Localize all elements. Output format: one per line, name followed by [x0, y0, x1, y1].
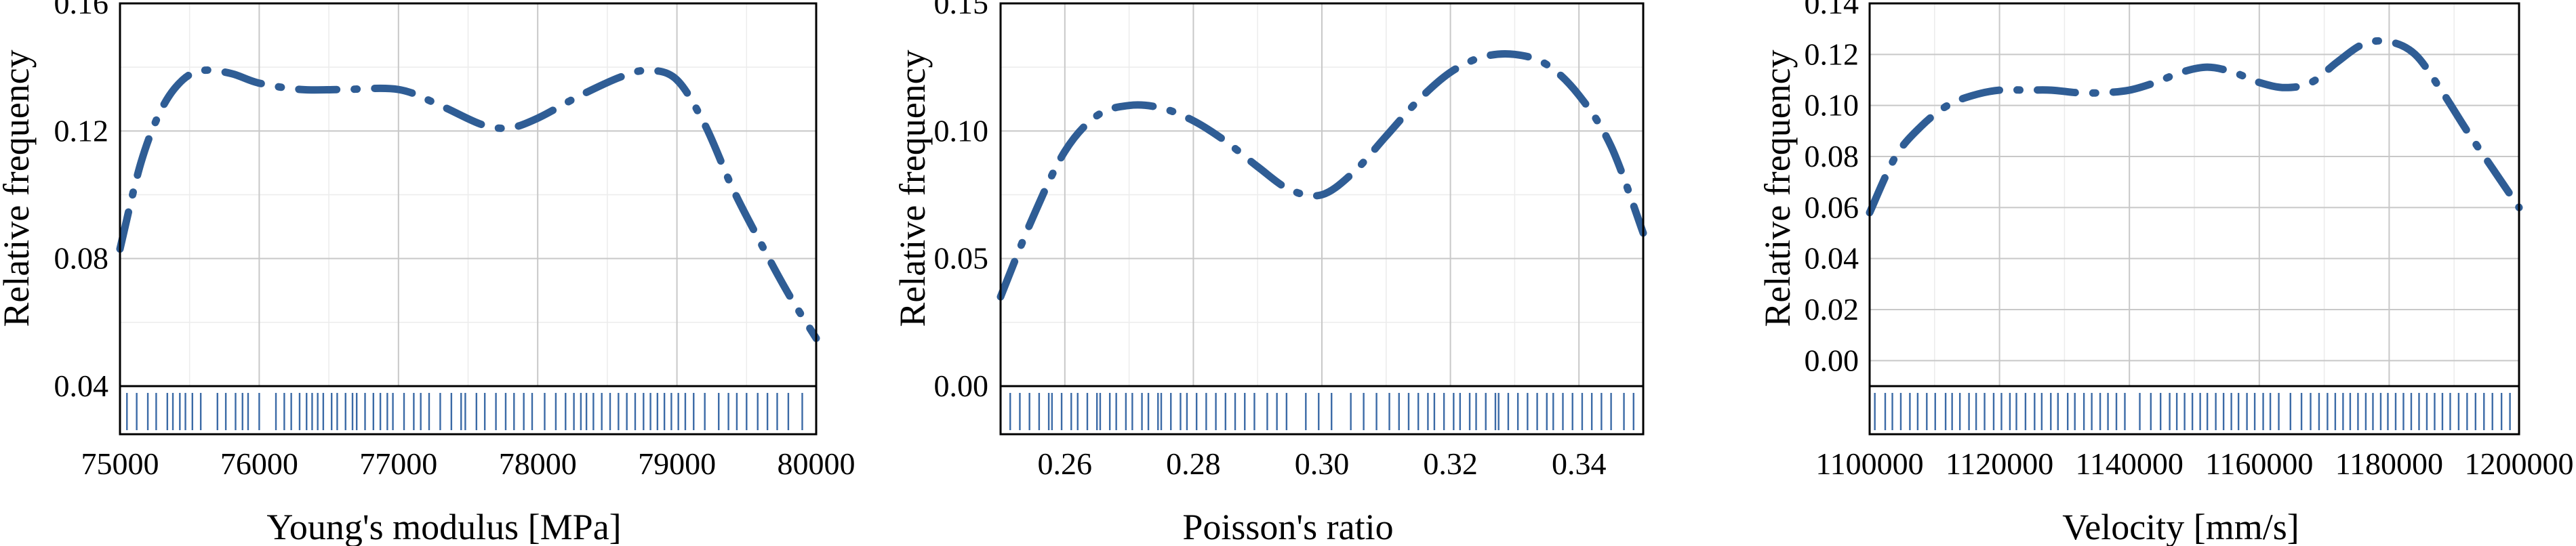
density-curve [997, 50, 1647, 301]
x-axis-label: Young's modulus [MPa] [266, 507, 621, 546]
x-tick-label: 0.26 [1038, 446, 1093, 481]
axes-frame [999, 2, 1645, 436]
x-tick-label: 77000 [359, 446, 437, 481]
tick-labels: 0.04 0.08 0.12 0.16 75000 76000 77000 78000 7900… [54, 0, 856, 481]
grid [1870, 3, 2519, 386]
x-axis-label: Poisson's ratio [1182, 507, 1393, 546]
rug-plot [1874, 393, 2511, 430]
y-tick-label: 0.05 [934, 241, 989, 276]
y-tick-label: 0.10 [1805, 88, 1859, 123]
x-tick-label: 76000 [220, 446, 298, 481]
y-tick-label: 0.00 [1805, 343, 1859, 377]
rug-plot [126, 393, 803, 430]
grid [1000, 3, 1644, 386]
y-tick-label: 0.06 [1805, 190, 1859, 224]
axes-frame [119, 2, 818, 436]
y-tick-label: 0.00 [934, 369, 989, 403]
panel-poissons-ratio: 0.00 0.05 0.10 0.15 0.26 0.28 0.30 0.32 0.34 Poi… [892, 0, 1647, 546]
x-tick-label: 75000 [81, 446, 159, 481]
tick-labels: 0.00 0.05 0.10 0.15 0.26 0.28 0.30 0.32 0.34 [934, 0, 1607, 481]
x-tick-label: 0.34 [1552, 446, 1607, 481]
y-axis-label: Relative frequency [892, 49, 933, 327]
y-tick-label: 0.10 [934, 113, 989, 148]
density-curve [116, 66, 820, 342]
y-tick-label: 0.04 [54, 369, 109, 403]
y-tick-label: 0.08 [1805, 139, 1859, 173]
y-tick-label: 0.15 [934, 0, 989, 20]
x-tick-label: 78000 [499, 446, 577, 481]
x-tick-label: 79000 [638, 446, 716, 481]
y-axis-label: Relative frequency [1757, 49, 1798, 327]
x-tick-label: 0.32 [1423, 446, 1478, 481]
y-tick-label: 0.02 [1805, 292, 1859, 327]
tick-labels: 0.00 0.02 0.04 0.06 0.08 0.10 0.12 0.14 1100000 1… [1805, 0, 2574, 481]
y-axis-label: Relative frequency [0, 49, 37, 327]
x-tick-label: 1140000 [2076, 446, 2183, 481]
panel-velocity: 0.00 0.02 0.04 0.06 0.08 0.10 0.12 0.14 1100000 1… [1757, 0, 2574, 546]
grid [120, 3, 816, 386]
x-tick-label: 80000 [778, 446, 856, 481]
y-tick-label: 0.04 [1805, 241, 1859, 276]
plot-frame [1868, 2, 2520, 436]
y-tick-label: 0.12 [1805, 37, 1859, 71]
plot-frame [119, 2, 818, 436]
x-axis-label: Velocity [mm/s] [2062, 507, 2299, 546]
y-tick-label: 0.12 [54, 113, 109, 148]
axes-frame [1868, 2, 2520, 436]
x-tick-label: 1120000 [1946, 446, 2053, 481]
x-tick-label: 0.28 [1166, 446, 1221, 481]
x-tick-label: 1160000 [2205, 446, 2313, 481]
x-tick-label: 1200000 [2465, 446, 2574, 481]
y-tick-label: 0.08 [54, 241, 109, 276]
x-tick-label: 0.30 [1295, 446, 1350, 481]
panel-youngs-modulus: 0.04 0.08 0.12 0.16 75000 76000 77000 78000 7900… [0, 0, 856, 546]
y-tick-label: 0.16 [54, 0, 109, 20]
x-tick-label: 1100000 [1815, 446, 1923, 481]
rug-plot [1009, 393, 1634, 430]
y-tick-label: 0.14 [1805, 0, 1859, 20]
x-tick-label: 1180000 [2335, 446, 2443, 481]
plot-frame [999, 2, 1645, 436]
density-curve [1866, 37, 2523, 217]
